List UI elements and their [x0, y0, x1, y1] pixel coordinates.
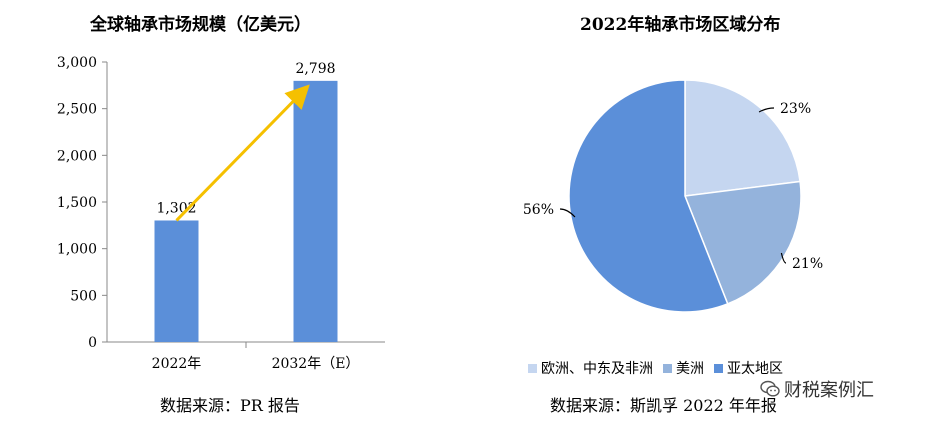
pie-slice-label: 23% — [780, 101, 811, 117]
pie-slice — [683, 180, 802, 305]
y-tick-label: 0 — [88, 335, 97, 351]
x-tick-label: 2022年 — [152, 356, 202, 372]
leader-line — [758, 107, 775, 113]
legend-label-emea: 欧洲、中东及非洲 — [541, 361, 653, 377]
watermark-text: 财税案例汇 — [784, 380, 874, 401]
bar-value-label: 2,798 — [295, 61, 335, 77]
pie-chart-panel: 2022年轴承市场区域分布 23% 21% 56% 欧洲、中东及非洲 美洲 亚太地区… — [470, 0, 935, 432]
pie-chart-source: 数据来源：斯凯孚 2022 年年报 — [550, 396, 777, 415]
leader-line — [559, 208, 576, 218]
pie-slice — [568, 79, 729, 313]
bar-chart: 0 500 1,000 1,500 2,000 2,500 3,000 1,302 2022年 2… — [57, 55, 385, 372]
bar — [293, 80, 338, 342]
y-tick-label: 3,000 — [57, 55, 97, 71]
legend-swatch-apac — [714, 363, 723, 373]
pie-chart-title: 2022年轴承市场区域分布 — [580, 15, 781, 35]
legend-label-apac: 亚太地区 — [727, 361, 783, 377]
legend-item-apac: 亚太地区 — [714, 358, 783, 378]
y-tick-label: 2,500 — [57, 102, 97, 118]
bar-value-label: 1,302 — [156, 200, 196, 216]
leader-line — [780, 252, 787, 264]
pie-slice-label: 56% — [523, 202, 554, 218]
y-tick-label: 1,000 — [57, 242, 97, 258]
legend-item-emea: 欧洲、中东及非洲 — [528, 358, 653, 378]
watermark: 财税案例汇 — [760, 376, 874, 402]
legend-swatch-americas — [663, 363, 672, 373]
pie-chart: 23% 21% 56% — [523, 79, 823, 313]
wechat-icon — [760, 380, 780, 397]
y-tick-label: 1,500 — [57, 195, 97, 211]
x-tick-label: 2032年（E） — [272, 356, 360, 372]
growth-arrow — [175, 84, 310, 222]
bar-chart-title: 全球轴承市场规模（亿美元） — [90, 15, 311, 35]
legend-swatch-emea — [528, 363, 537, 373]
pie-slice-label: 21% — [792, 256, 823, 272]
legend-label-americas: 美洲 — [676, 361, 704, 377]
bar-chart-source: 数据来源：PR 报告 — [160, 396, 300, 415]
bar-chart-panel: 全球轴承市场规模（亿美元） 0 500 1,000 1,500 2,000 2,500 3,… — [57, 15, 385, 415]
pie-legend: 欧洲、中东及非洲 美洲 亚太地区 — [528, 358, 783, 378]
legend-item-americas: 美洲 — [663, 358, 704, 378]
y-tick-label: 2,000 — [57, 148, 97, 164]
pie-slice — [684, 79, 801, 197]
y-tick-label: 500 — [70, 288, 97, 304]
bar — [154, 220, 199, 342]
